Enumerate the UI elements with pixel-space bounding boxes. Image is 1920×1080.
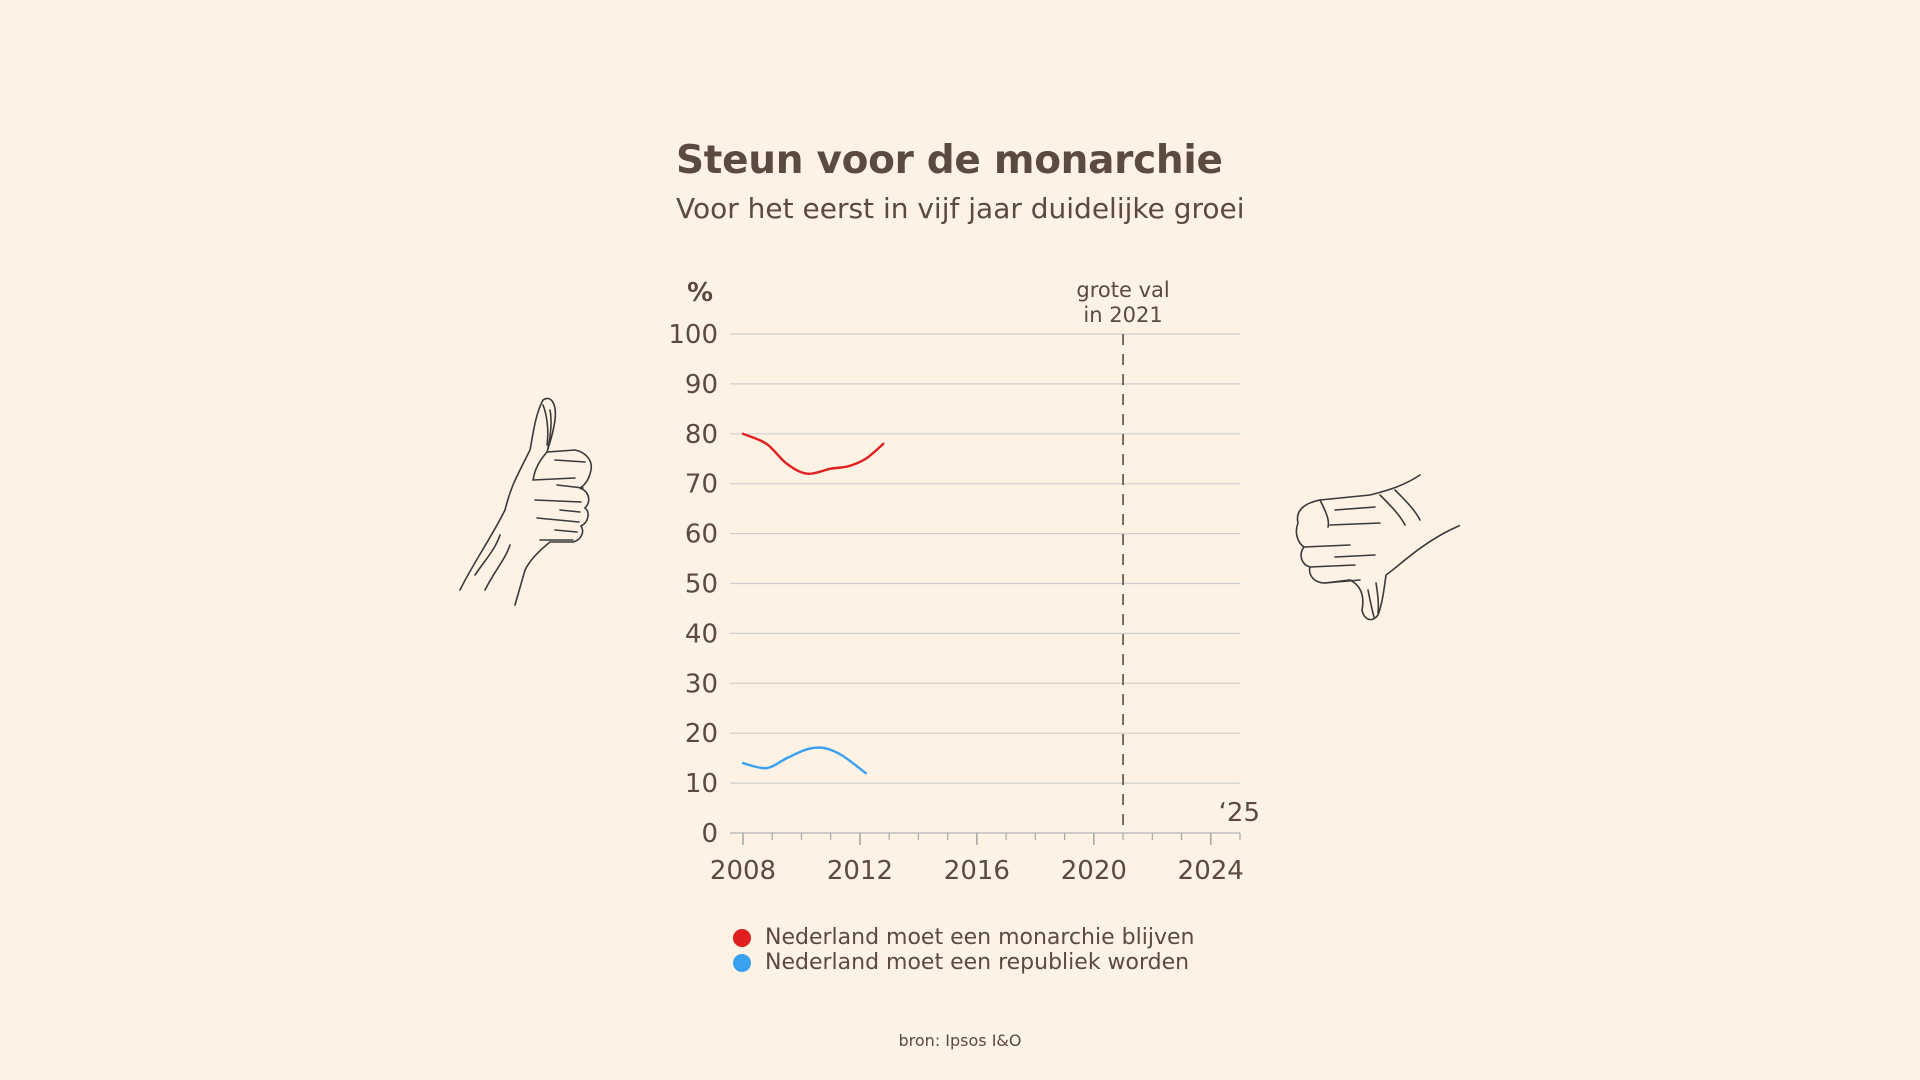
y-tick-label-90: 90 (685, 370, 718, 400)
legend-dot-red (733, 928, 751, 947)
y-tick-label-70: 70 (685, 470, 718, 500)
annotation-label-0: grote val (1076, 278, 1169, 302)
y-tick-label-80: 80 (685, 420, 718, 450)
y-tick-label-50: 50 (685, 570, 718, 600)
chart-subtitle: Voor het eerst in vijf jaar duidelijke g… (676, 192, 1245, 225)
y-axis: 0 10 20 30 40 50 60 70 80 90 100% (668, 278, 718, 849)
y-tick-label-0: 0 (701, 819, 718, 849)
thumbs-up-icon (459, 397, 593, 606)
grid-lines (730, 333, 1240, 784)
x-tick-label-2024: 2024 (1178, 856, 1244, 886)
y-axis-label: % (687, 278, 713, 308)
y-tick-label-20: 20 (685, 719, 718, 749)
y-tick-label-40: 40 (685, 619, 718, 649)
y-tick-label-100: 100 (668, 320, 718, 350)
x-axis: 2008 2012 2016 2020 2024 ‘25 (710, 798, 1260, 886)
y-tick-label-60: 60 (685, 520, 718, 550)
y-tick-label-30: 30 (685, 669, 718, 699)
series-lines (741, 432, 885, 775)
x-tick-label-2016: 2016 (944, 856, 1010, 886)
legend-dot-blue (733, 953, 751, 972)
chart-title: Steun voor de monarchie (676, 138, 1223, 183)
x-tick-label-2012: 2012 (827, 856, 893, 886)
thumbs-down-icon (1295, 474, 1460, 621)
legend: Nederland moet een monarchie blijven Ned… (733, 925, 1194, 975)
legend-label-republiek: Nederland moet een republiek worden (765, 950, 1190, 975)
x-tick-label-2020: 2020 (1061, 856, 1127, 886)
legend-item-monarchie: Nederland moet een monarchie blijven (733, 925, 1194, 950)
legend-label-monarchie: Nederland moet een monarchie blijven (765, 925, 1195, 950)
legend-item-republiek: Nederland moet een republiek worden (733, 950, 1194, 975)
series-line-0 (741, 432, 885, 475)
y-tick-label-10: 10 (685, 769, 718, 799)
annotation-label-1: in 2021 (1083, 303, 1162, 327)
x-end-label: ‘25 (1219, 798, 1260, 828)
x-tick-label-2008: 2008 (710, 856, 776, 886)
series-line-1 (741, 746, 867, 775)
source-note: bron: Ipsos I&O (898, 1031, 1022, 1050)
